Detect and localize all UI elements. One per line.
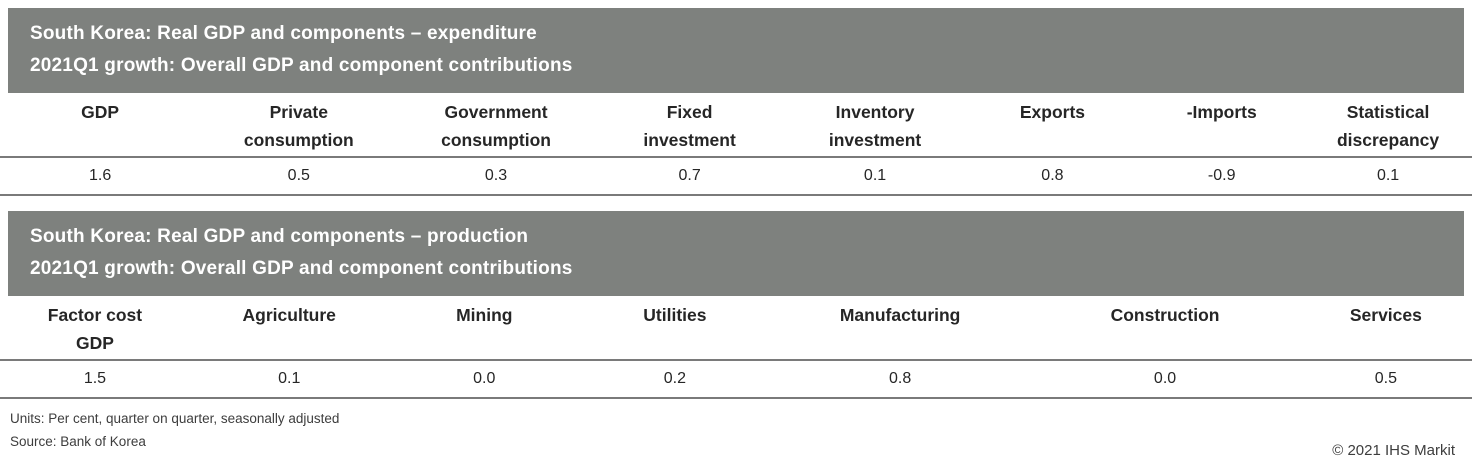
value-private-consumption: 0.5 <box>200 157 398 196</box>
expenditure-subtitle: 2021Q1 growth: Overall GDP and component… <box>30 55 573 76</box>
production-subtitle: 2021Q1 growth: Overall GDP and component… <box>30 258 573 279</box>
value-manufacturing: 0.8 <box>769 360 1031 399</box>
production-title: South Korea: Real GDP and components – p… <box>30 226 529 247</box>
production-header-row: Factor cost GDP Agriculture Mining Utili… <box>0 296 1472 361</box>
column-header-services: Services <box>1299 296 1472 361</box>
value-fixed-investment: 0.7 <box>594 157 785 196</box>
value-imports: -0.9 <box>1139 157 1305 196</box>
column-header-mining: Mining <box>388 296 580 361</box>
value-inventory-investment: 0.1 <box>784 157 966 196</box>
value-construction: 0.0 <box>1030 360 1300 399</box>
expenditure-values-row: 1.6 0.5 0.3 0.7 0.1 0.8 -0.9 0.1 <box>0 157 1472 196</box>
column-header-manufacturing: Manufacturing <box>769 296 1031 361</box>
value-exports: 0.8 <box>965 157 1140 196</box>
source-note: Source: Bank of Korea <box>10 434 146 449</box>
column-header-inventory-investment: Inventory investment <box>784 93 966 158</box>
expenditure-table: GDP Private consumption Government consu… <box>0 93 1472 196</box>
column-header-statistical-discrepancy: Statistical discrepancy <box>1304 93 1472 158</box>
column-header-utilities: Utilities <box>579 296 770 361</box>
value-statistical-discrepancy: 0.1 <box>1304 157 1472 196</box>
value-government-consumption: 0.3 <box>397 157 595 196</box>
value-agriculture: 0.1 <box>189 360 389 399</box>
production-table: Factor cost GDP Agriculture Mining Utili… <box>0 296 1472 399</box>
column-header-agriculture: Agriculture <box>189 296 389 361</box>
column-header-private-consumption: Private consumption <box>200 93 398 158</box>
expenditure-header-row: GDP Private consumption Government consu… <box>0 93 1472 158</box>
column-header-fixed-investment: Fixed investment <box>594 93 785 158</box>
value-services: 0.5 <box>1299 360 1472 399</box>
value-mining: 0.0 <box>388 360 580 399</box>
value-utilities: 0.2 <box>579 360 770 399</box>
column-header-factor-cost-gdp: Factor cost GDP <box>0 296 190 361</box>
column-header-construction: Construction <box>1030 296 1300 361</box>
column-header-gdp: GDP <box>0 93 201 158</box>
copyright-notice: © 2021 IHS Markit <box>1332 442 1455 459</box>
expenditure-title: South Korea: Real GDP and components – e… <box>30 23 537 44</box>
expenditure-title-band: South Korea: Real GDP and components – e… <box>8 8 1464 93</box>
column-header-imports: -Imports <box>1139 93 1305 158</box>
footer-notes: Units: Per cent, quarter on quarter, sea… <box>10 407 1472 453</box>
units-note: Units: Per cent, quarter on quarter, sea… <box>10 411 340 426</box>
value-gdp: 1.6 <box>0 157 201 196</box>
value-factor-cost-gdp: 1.5 <box>0 360 190 399</box>
column-header-exports: Exports <box>965 93 1140 158</box>
production-values-row: 1.5 0.1 0.0 0.2 0.8 0.0 0.5 <box>0 360 1472 399</box>
column-header-government-consumption: Government consumption <box>397 93 595 158</box>
production-title-band: South Korea: Real GDP and components – p… <box>8 211 1464 296</box>
